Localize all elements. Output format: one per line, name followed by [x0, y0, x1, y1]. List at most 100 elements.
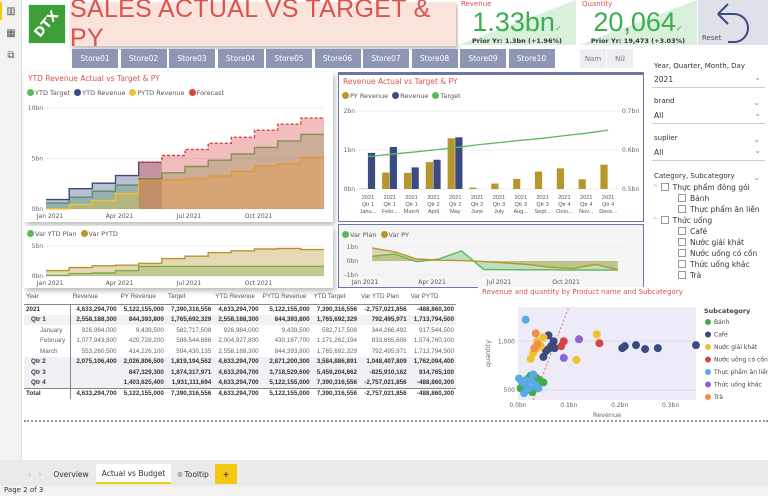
column-header[interactable]: Revenue — [72, 293, 98, 301]
brand-slicer-dropdown[interactable]: All ⌄ — [652, 108, 765, 124]
store-button-3[interactable]: Store03 — [169, 49, 216, 68]
series-area — [138, 118, 324, 209]
column-header[interactable]: Var PYTD — [410, 293, 439, 301]
table-cell: 1,765,692,329 — [311, 314, 360, 325]
checkbox[interactable] — [678, 227, 686, 235]
tab-actual-vs-budget[interactable]: Actual vs Budget — [96, 464, 171, 484]
category-group[interactable]: ^ Thức uống — [652, 216, 712, 225]
column-header[interactable]: PY Revenue — [120, 293, 156, 301]
gender-button-nam[interactable]: Nam — [580, 49, 606, 68]
checkbox[interactable] — [678, 205, 686, 213]
legend-item[interactable]: Forecast — [188, 89, 225, 97]
subcategory-item[interactable]: Bánh — [678, 194, 709, 203]
tab-scroll-left-icon[interactable]: ‹ — [28, 469, 31, 479]
row-header[interactable]: Qtr 2 — [24, 356, 72, 367]
quantity-kpi: Quantity 20,064✓ Prior Yr: 19,473 (+3.03… — [579, 0, 697, 45]
store-button-7[interactable]: Store07 — [363, 49, 410, 68]
x-tick-label: 2021 — [362, 195, 374, 201]
data-point — [653, 344, 662, 353]
legend-marker — [705, 319, 711, 325]
subcategory-item[interactable]: Thực phẩm ăn liền — [678, 205, 760, 214]
subcategory-item[interactable]: Trà — [678, 271, 701, 280]
table-cell: 9,439,500 — [135, 326, 164, 334]
expand-caret-icon[interactable]: ^ — [652, 216, 661, 225]
gender-button-nu[interactable]: Nữ — [607, 49, 633, 68]
legend-item[interactable]: Var PY — [380, 231, 409, 239]
store-button-2[interactable]: Store02 — [120, 49, 168, 68]
legend-item[interactable]: PY Revenue — [342, 92, 388, 100]
table-cell: 792,495,971 — [359, 314, 409, 325]
legend-item[interactable]: Revenue — [392, 92, 428, 100]
legend-item[interactable]: Var Plan — [342, 231, 377, 239]
checkbox[interactable] — [678, 194, 686, 202]
legend-label: Forecast — [196, 89, 225, 97]
table-row: February 1,077,943,800 420,728,200 588,544,… — [24, 335, 456, 346]
row-header[interactable]: March — [24, 346, 72, 357]
bar — [433, 159, 441, 189]
add-page-button[interactable]: + — [215, 464, 237, 484]
legend-item[interactable]: Var PYTD — [80, 230, 118, 238]
store-button-4[interactable]: Store04 — [217, 49, 265, 68]
store-button-9[interactable]: Store09 — [460, 49, 507, 68]
column-header[interactable]: PYTD Revenue — [262, 293, 307, 301]
supplier-slicer-dropdown[interactable]: All ⌄ — [652, 145, 765, 161]
column-header[interactable]: Var YTD Plan — [361, 293, 399, 301]
store-button-5[interactable]: Store05 — [266, 49, 313, 68]
category-group[interactable]: ^ Thực phẩm đóng gói — [652, 183, 750, 192]
row-header[interactable]: Qtr 4 — [24, 377, 72, 388]
y-axis-title: quantity — [484, 340, 492, 367]
table-cell: 1,574,760,100 — [413, 337, 454, 345]
subcategory-item[interactable]: Café — [678, 227, 707, 236]
column-header[interactable]: Year — [26, 293, 39, 301]
checkbox[interactable] — [678, 271, 686, 279]
column-header[interactable]: YTD Target — [313, 293, 346, 301]
subcategory-item[interactable]: Thức uống khác — [678, 260, 750, 269]
row-header[interactable]: January — [24, 325, 72, 336]
column-header[interactable]: Target — [167, 293, 186, 301]
monthly-revenue-chart: Revenue Actual vs Target & PY PY Revenue… — [338, 72, 644, 222]
report-view-icon[interactable]: ▥ — [6, 6, 16, 17]
row-header[interactable]: 2021 — [24, 303, 72, 315]
checkbox[interactable] — [660, 216, 669, 224]
legend-item[interactable]: PYTD Revenue — [129, 89, 185, 97]
x-tick-label: April — [428, 209, 439, 215]
row-header[interactable]: Qtr 1 — [24, 314, 72, 325]
legend-item[interactable]: Target — [432, 92, 461, 100]
y-tick-label: 500 — [504, 387, 516, 394]
legend-item[interactable]: Var YTD Plan — [27, 230, 77, 238]
tab-overview[interactable]: Overview — [53, 469, 89, 479]
row-header[interactable]: February — [24, 335, 72, 346]
checkbox[interactable] — [660, 183, 669, 191]
column-header[interactable]: YTD Revenue — [215, 293, 255, 301]
data-view-icon[interactable]: ▦ — [6, 28, 16, 39]
table-cell: 4,633,294,700 — [70, 303, 119, 315]
tab-scroll-right-icon[interactable]: › — [38, 469, 42, 479]
y2-tick-label: 0.6bn — [622, 147, 639, 154]
series-line — [46, 247, 324, 272]
row-header[interactable]: Total — [24, 387, 72, 399]
legend-item[interactable]: YTD Target — [27, 89, 70, 97]
date-slicer-dropdown[interactable]: 2021 ⌄ — [652, 72, 765, 88]
store-button-1[interactable]: Store01 — [72, 49, 119, 68]
subcategory-item[interactable]: Nước uống có cồn — [678, 249, 757, 258]
checkbox[interactable] — [678, 238, 686, 246]
checkbox[interactable] — [678, 249, 686, 257]
row-header[interactable]: Qtr 3 — [24, 367, 72, 378]
table-cell: -488,860,300 — [408, 303, 456, 315]
store-button-6[interactable]: Store06 — [314, 49, 362, 68]
tab-tooltip[interactable]: ◎ Tooltip — [172, 464, 214, 484]
model-view-icon[interactable]: ⧉ — [7, 50, 15, 61]
subcategory-item[interactable]: Nước giải khát — [678, 238, 744, 247]
x-tick-label: 2021 — [536, 195, 548, 201]
expand-caret-icon[interactable]: ^ — [652, 183, 661, 192]
store-button-8[interactable]: Store08 — [411, 49, 459, 68]
bar — [491, 183, 499, 189]
legend-item[interactable]: YTD Revenue — [74, 89, 125, 97]
table-cell: 5,122,155,000 — [118, 387, 166, 399]
bar — [469, 187, 477, 189]
legend-marker — [342, 231, 349, 238]
reset-button[interactable]: Reset — [698, 0, 768, 45]
checkbox[interactable] — [678, 260, 686, 268]
store-button-10[interactable]: Store10 — [508, 49, 556, 68]
table-cell: 9,439,500 — [281, 326, 310, 334]
